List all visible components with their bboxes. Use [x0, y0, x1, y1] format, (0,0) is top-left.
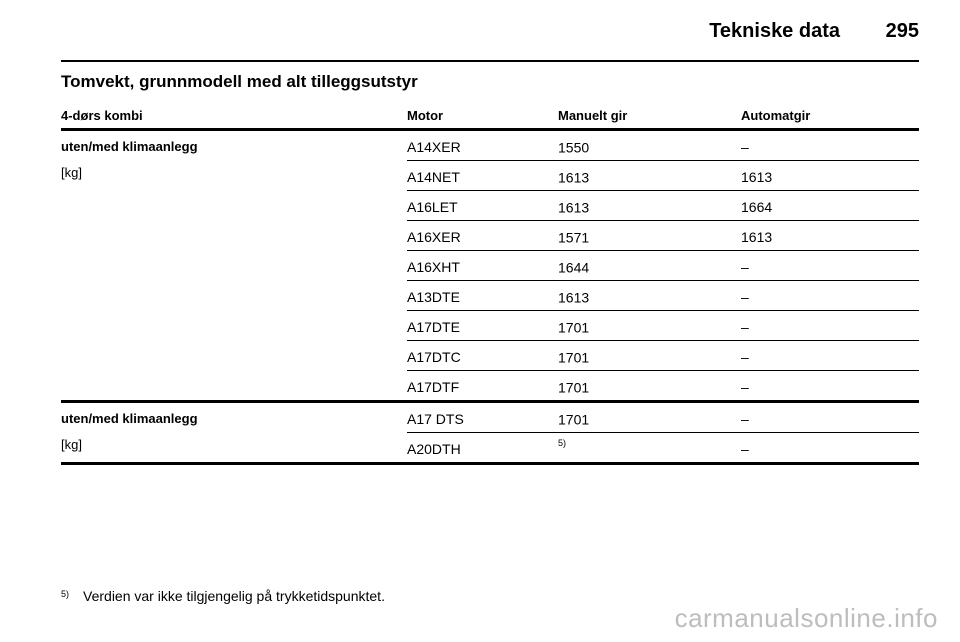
manual-value: 1613 — [558, 199, 590, 216]
manual-value: 1701 — [558, 349, 590, 366]
manual-value: 1571 — [558, 229, 590, 246]
footnote: 5) Verdien var ikke tilgjengelig på trykk… — [61, 588, 385, 604]
automatic-cell: – — [741, 411, 749, 427]
watermark: carmanualsonline.info — [674, 603, 938, 633]
table-row: A17DTE 1701 – — [407, 310, 919, 340]
motor-cell: A16LET — [407, 199, 458, 215]
table-row: A13DTE 1613 – — [407, 280, 919, 310]
motor-cell: A17DTE — [407, 319, 460, 335]
page-header: Tekniske data 295 — [61, 14, 919, 62]
table-row: A17 DTS 1701 – — [407, 403, 919, 432]
group-unit: [kg] — [61, 437, 82, 452]
manual-cell: 1701 — [558, 379, 589, 396]
manual-value: 1613 — [558, 169, 590, 186]
table-row: A14NET 1613 1613 — [407, 160, 919, 190]
manual-value: 1550 — [558, 139, 590, 156]
table-row: A14XER 1550 – — [407, 131, 919, 160]
automatic-cell: 1613 — [741, 169, 773, 185]
automatic-cell: – — [741, 441, 749, 457]
manual-value: 1701 — [558, 411, 590, 428]
motor-cell: A14XER — [407, 139, 461, 155]
automatic-cell: – — [741, 319, 749, 335]
automatic-cell: – — [741, 289, 749, 305]
section-title: Tomvekt, grunnmodell med alt tilleggsuts… — [61, 72, 418, 91]
manual-cell: 1613 — [558, 289, 589, 306]
manual-cell: 1701 — [558, 319, 589, 336]
weight-table: 4-dørs kombi Motor Manuelt gir Automatgi… — [61, 104, 919, 465]
table-body: uten/med klimaanlegg [kg] A14XER 1550 – A14NE… — [61, 131, 919, 465]
automatic-cell: – — [741, 259, 749, 275]
manual-cell: 1550 — [558, 139, 589, 156]
column-header-automatic: Automatgir — [741, 108, 811, 123]
automatic-cell: 1664 — [741, 199, 773, 215]
footnote-text: Verdien var ikke tilgjengelig på trykket… — [83, 588, 385, 604]
group-unit: [kg] — [61, 165, 82, 180]
column-header-body: 4-dørs kombi — [61, 108, 143, 123]
header-title: Tekniske data — [709, 20, 840, 42]
motor-cell: A17DTC — [407, 349, 461, 365]
motor-cell: A13DTE — [407, 289, 460, 305]
manual-cell: 1701 — [558, 411, 589, 428]
column-header-manual: Manuelt gir — [558, 108, 628, 123]
motor-cell: A17 DTS — [407, 411, 464, 427]
group-label-text: uten/med klimaanlegg — [61, 411, 198, 426]
manual-value: 1701 — [558, 319, 590, 336]
manual-cell: 1644 — [558, 259, 589, 276]
automatic-cell: 1613 — [741, 229, 773, 245]
motor-cell: A14NET — [407, 169, 460, 185]
manual-cell: 1701 — [558, 349, 589, 366]
table-row: A20DTH 5) – — [407, 432, 919, 462]
table-header: 4-dørs kombi Motor Manuelt gir Automatgi… — [61, 104, 919, 131]
manual-cell: 1571 — [558, 229, 589, 246]
manual-cell: 1613 — [558, 169, 589, 186]
manual-cell: 5) — [558, 438, 567, 458]
motor-cell: A17DTF — [407, 379, 460, 395]
manual-cell: 1613 — [558, 199, 589, 216]
motor-cell: A16XHT — [407, 259, 460, 275]
footnote-mark: 5) — [61, 589, 70, 599]
table-row: A17DTF 1701 – — [407, 370, 919, 400]
manual-value: 1613 — [558, 289, 590, 306]
motor-cell: A16XER — [407, 229, 461, 245]
group-label-text: uten/med klimaanlegg — [61, 139, 198, 154]
page-number: 295 — [885, 20, 919, 42]
table-row: A16XHT 1644 – — [407, 250, 919, 280]
automatic-cell: – — [741, 139, 749, 155]
table-row: A16LET 1613 1664 — [407, 190, 919, 220]
table-row: A16XER 1571 1613 — [407, 220, 919, 250]
manual-value: 1644 — [558, 259, 590, 276]
table-row: A17DTC 1701 – — [407, 340, 919, 370]
motor-cell: A20DTH — [407, 441, 461, 457]
manual-footnote-ref: 5) — [558, 438, 567, 448]
automatic-cell: – — [741, 379, 749, 395]
column-header-motor: Motor — [407, 108, 444, 123]
automatic-cell: – — [741, 349, 749, 365]
table-group: uten/med klimaanlegg [kg] A14XER 1550 – A14NE… — [61, 131, 919, 403]
table-group: uten/med klimaanlegg [kg] A17 DTS 1701– A20D… — [61, 403, 919, 465]
manual-value: 1701 — [558, 379, 590, 396]
